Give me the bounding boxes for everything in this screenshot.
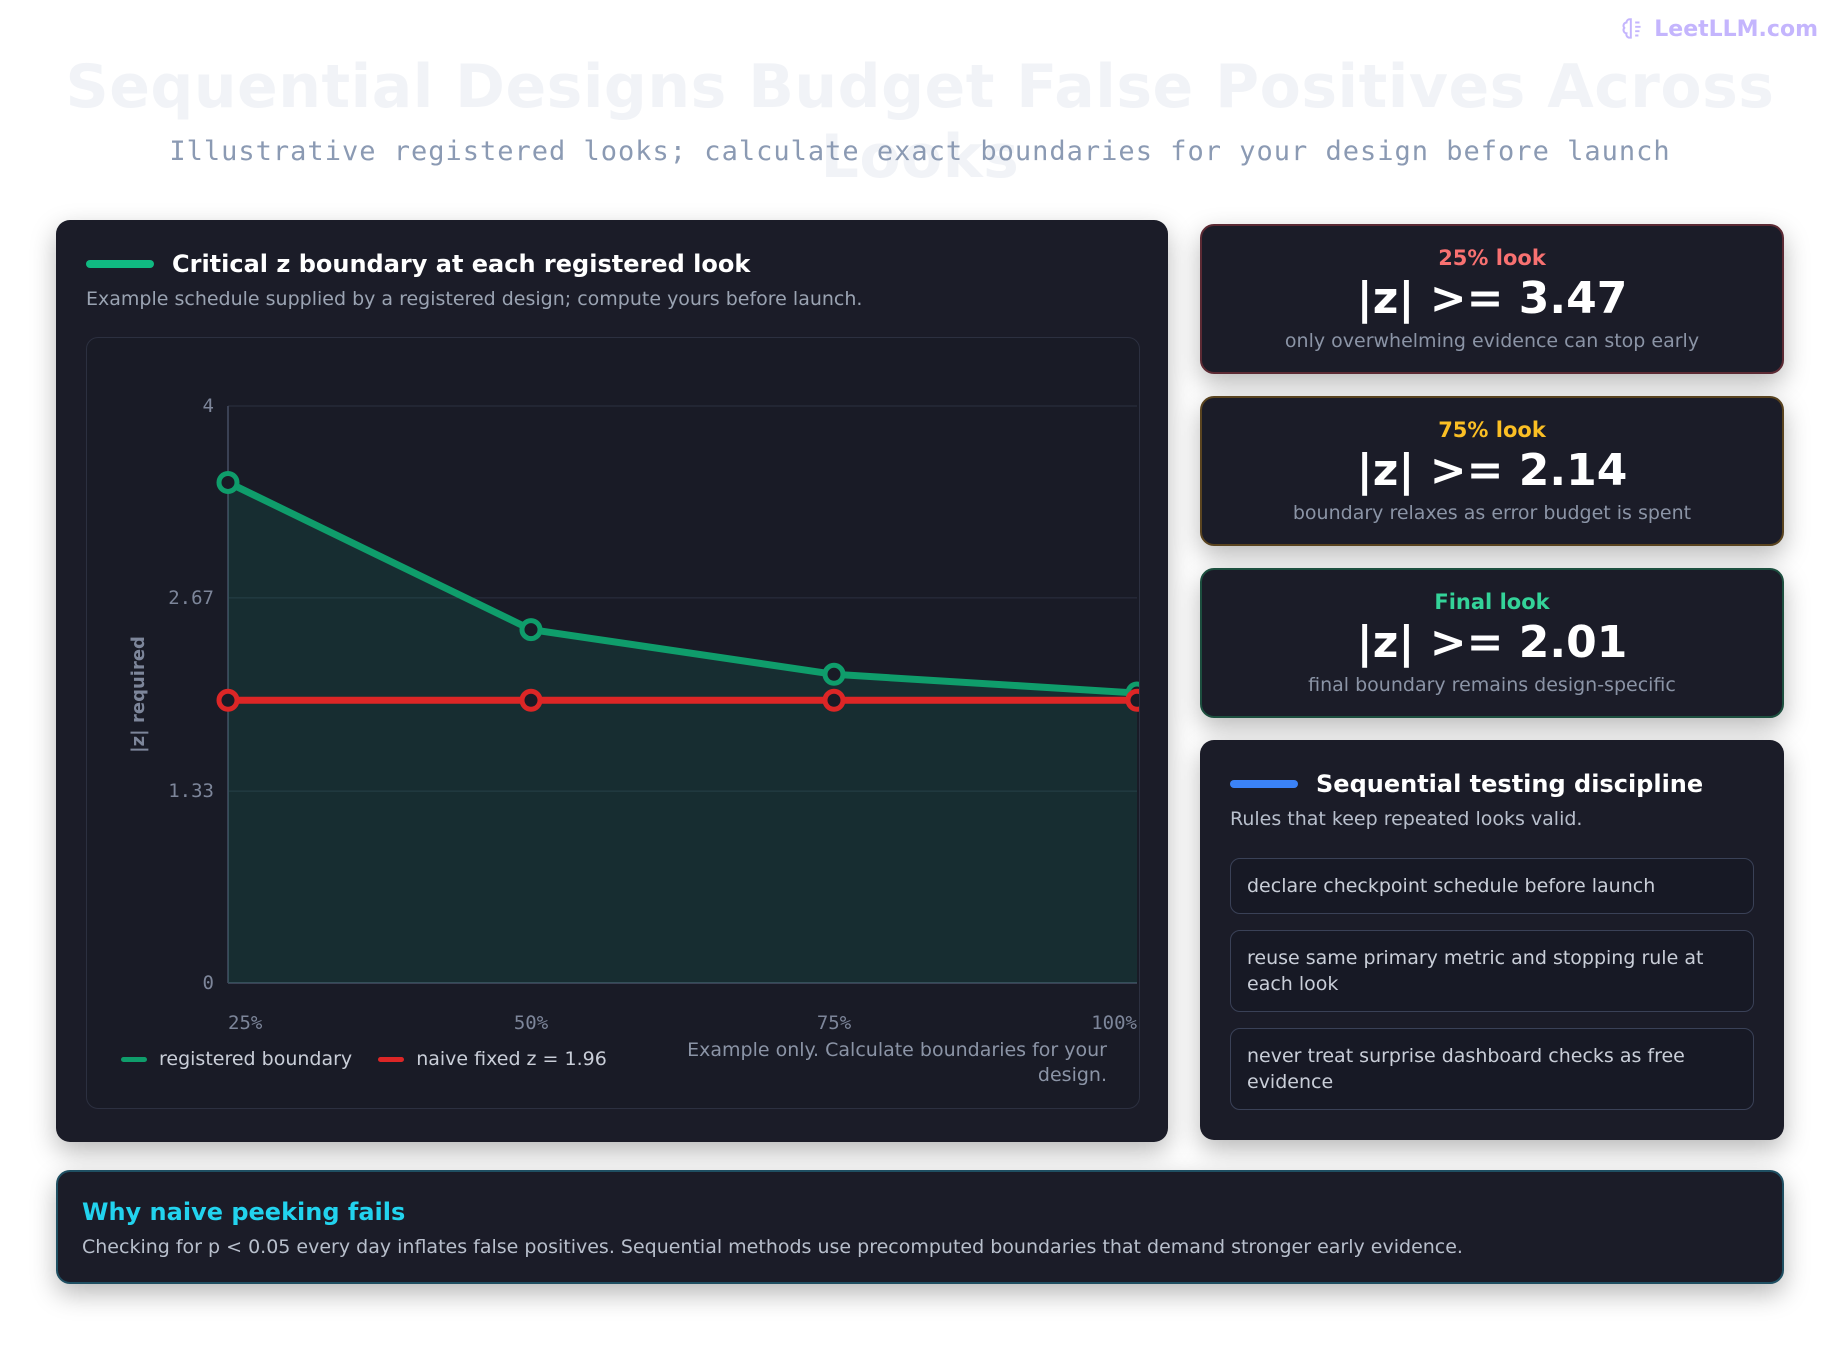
chart-panel-subtitle: Example schedule supplied by a registere… xyxy=(86,288,863,310)
stat-desc: final boundary remains design-specific xyxy=(1308,674,1676,696)
rule-item: never treat surprise dashboard checks as… xyxy=(1230,1028,1754,1110)
rules-subtitle: Rules that keep repeated looks valid. xyxy=(1230,808,1583,830)
stat-value: |z| >= 3.47 xyxy=(1356,273,1628,324)
stat-desc: boundary relaxes as error budget is spen… xyxy=(1292,502,1692,524)
rule-item: declare checkpoint schedule before launc… xyxy=(1230,858,1754,914)
point-registered-boundary xyxy=(822,662,846,686)
stat-desc: only overwhelming evidence can stop earl… xyxy=(1284,330,1700,352)
area-registered-boundary xyxy=(228,482,1137,983)
point-registered-boundary xyxy=(519,618,543,642)
chart-card: Critical z boundary at each registered l… xyxy=(56,220,1168,1142)
point-naive-fixed xyxy=(216,688,240,712)
chart-note: Example only. Calculate boundaries for y… xyxy=(687,1039,1107,1086)
stat-card-25-look: 25% look |z| >= 3.47 only overwhelming e… xyxy=(1200,224,1784,374)
point-naive-fixed xyxy=(519,688,543,712)
stat-card-75-look: 75% look |z| >= 2.14 boundary relaxes as… xyxy=(1200,396,1784,546)
stat-label: 25% look xyxy=(1438,246,1546,270)
y-tick-label: 0 xyxy=(203,972,214,994)
plot-panel: 0 1.33 2.67 4 25% 50% 75% 100% |z| required regi… xyxy=(86,337,1140,1109)
brand-name: LeetLLM.com xyxy=(1654,16,1818,42)
point-registered-boundary xyxy=(216,470,240,494)
why-body: Checking for p < 0.05 every day inflates… xyxy=(82,1236,1463,1258)
legend-swatch-registered xyxy=(121,1056,147,1062)
stat-value: |z| >= 2.01 xyxy=(1356,617,1628,668)
rule-item: reuse same primary metric and stopping r… xyxy=(1230,930,1754,1012)
stat-label: 75% look xyxy=(1438,418,1546,442)
point-naive-fixed xyxy=(1125,688,1139,712)
legend-item-registered-boundary: registered boundary xyxy=(121,1048,352,1070)
why-title: Why naive peeking fails xyxy=(82,1198,406,1226)
page-title: Sequential Designs Budget False Positive… xyxy=(65,52,1775,192)
chart-panel-title: Critical z boundary at each registered l… xyxy=(86,250,750,278)
chart-plot: 0 1.33 2.67 4 25% 50% 75% 100% |z| required xyxy=(128,395,1139,1034)
page-subtitle: Illustrative registered looks; calculate… xyxy=(169,136,1671,167)
chart-title-text: Critical z boundary at each registered l… xyxy=(172,250,751,278)
chart-accent-bar xyxy=(86,260,154,268)
x-tick-label: 75% xyxy=(817,1012,852,1034)
rules-title-text: Sequential testing discipline xyxy=(1316,770,1704,798)
legend-swatch-naive xyxy=(378,1056,405,1062)
rules-card: Sequential testing discipline Rules that… xyxy=(1200,740,1784,1140)
brain-icon xyxy=(1622,18,1641,39)
line-registered-boundary xyxy=(224,478,1139,697)
point-naive-fixed xyxy=(822,688,846,712)
why-card: Why naive peeking fails Checking for p <… xyxy=(56,1170,1784,1284)
stat-card-final-look: Final look |z| >= 2.01 final boundary re… xyxy=(1200,568,1784,718)
legend-label-registered: registered boundary xyxy=(159,1048,353,1070)
y-tick-label: 4 xyxy=(203,395,214,417)
y-tick-label: 1.33 xyxy=(168,780,214,802)
rules-title: Sequential testing discipline xyxy=(1230,770,1703,798)
chart-legend: registered boundary naive fixed z = 1.96 xyxy=(121,1048,607,1070)
x-tick-label: 50% xyxy=(514,1012,549,1034)
stat-value: |z| >= 2.14 xyxy=(1356,445,1628,496)
brand-logo: LeetLLM.com xyxy=(1620,16,1818,42)
y-tick-label: 2.67 xyxy=(168,587,214,609)
legend-label-naive: naive fixed z = 1.96 xyxy=(416,1048,607,1070)
rules-accent-bar xyxy=(1230,780,1298,788)
legend-item-naive-fixed: naive fixed z = 1.96 xyxy=(378,1048,607,1070)
x-tick-label: 25% xyxy=(228,1012,263,1034)
y-axis-label: |z| required xyxy=(128,636,149,753)
stat-label: Final look xyxy=(1434,590,1550,614)
x-tick-label: 100% xyxy=(1091,1012,1137,1034)
